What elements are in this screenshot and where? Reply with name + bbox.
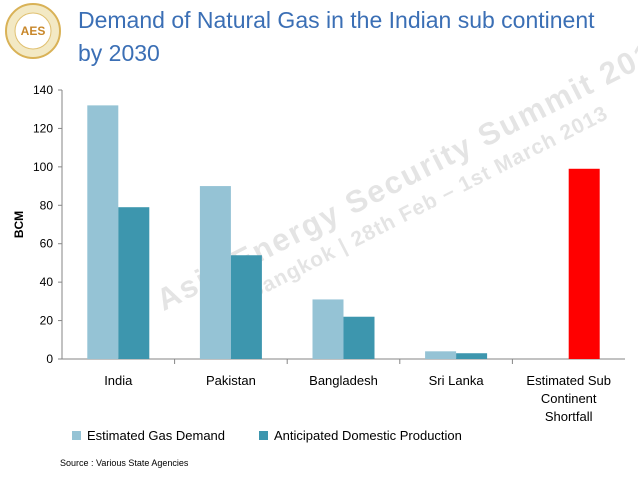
x-tick-label: Sri Lanka [429, 373, 485, 388]
legend-swatch-demand [72, 431, 81, 440]
bar-production [343, 316, 375, 359]
x-tick-label: Pakistan [206, 373, 256, 388]
legend-label-production: Anticipated Domestic Production [274, 428, 462, 443]
y-tick-label: 120 [33, 121, 53, 135]
legend: Estimated Gas Demand Anticipated Domesti… [72, 428, 462, 443]
legend-item-demand: Estimated Gas Demand [72, 428, 225, 443]
bar-production [456, 353, 488, 359]
x-tick-label: Bangladesh [309, 373, 378, 388]
source-note: Source : Various State Agencies [60, 458, 189, 468]
summit-logo: AES [5, 3, 61, 59]
legend-label-demand: Estimated Gas Demand [87, 428, 226, 443]
bar-demand [312, 299, 344, 359]
y-tick-label: 140 [33, 83, 53, 97]
legend-item-production: Anticipated Domestic Production [259, 428, 462, 443]
x-tick-label: Continent [541, 391, 597, 406]
bar-demand [87, 105, 119, 359]
legend-swatch-production [259, 431, 269, 440]
y-tick-label: 100 [33, 160, 53, 174]
x-tick-label: Shortfall [545, 409, 593, 424]
y-tick-label: 20 [40, 314, 54, 328]
chart-title: Demand of Natural Gas in the Indian sub … [78, 7, 595, 66]
bar-demand [425, 351, 457, 359]
y-tick-label: 60 [40, 237, 54, 251]
bar-shortfall [568, 168, 600, 359]
bar-demand [199, 186, 231, 359]
x-tick-label: India [104, 373, 133, 388]
bar-production [230, 255, 262, 359]
y-tick-label: 40 [40, 275, 54, 289]
x-tick-label: Estimated Sub [526, 373, 611, 388]
y-axis-label: BCM [12, 211, 26, 238]
svg-text:AES: AES [21, 24, 46, 38]
bar-production [118, 207, 150, 359]
y-tick-label: 80 [40, 198, 54, 212]
y-tick-label: 0 [46, 352, 53, 366]
